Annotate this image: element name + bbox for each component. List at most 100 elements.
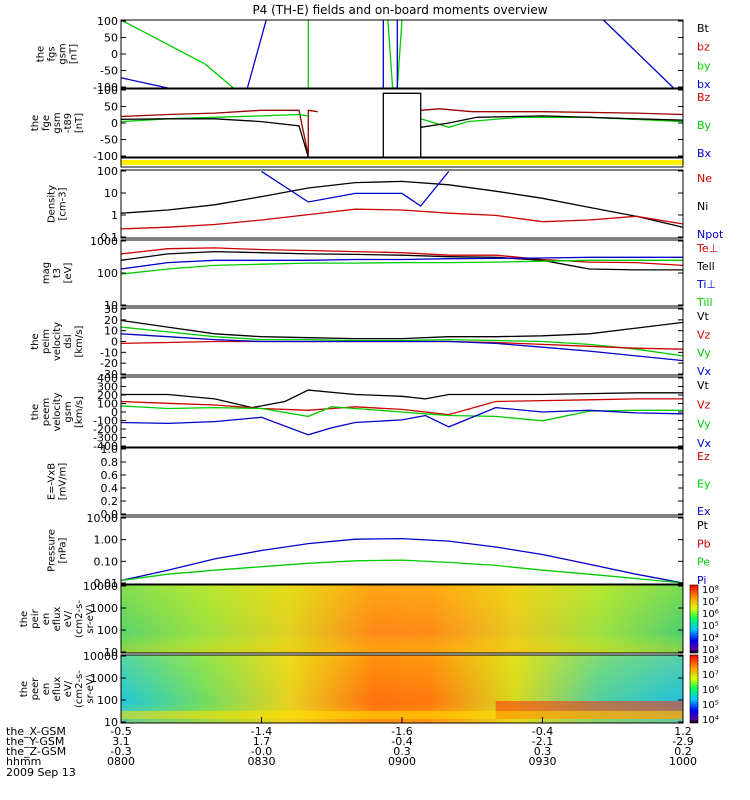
series-Till [120, 259, 683, 275]
y-axis-label: gsm [63, 401, 74, 422]
y-axis-label: t3 [52, 268, 63, 278]
y-tick-label: 400 [97, 372, 118, 385]
y-axis-label: E=-VxB [47, 463, 58, 500]
y-tick-label: 10000 [83, 650, 118, 663]
x-tick-label: 0.3 [534, 745, 552, 758]
panel-4: 100 10 1 0.1 Density [cm-3] Ne Ni Npot [47, 165, 724, 244]
y-axis-label: velocity [52, 392, 63, 431]
legend-entry: Bx [697, 147, 712, 160]
y-tick-label: -50 [100, 134, 118, 147]
x-tick-label: -0.4 [391, 735, 412, 748]
series-Ti⊥ [120, 256, 683, 270]
y-tick-label: 0.8 [101, 456, 119, 469]
y-tick-label: 1.0 [101, 443, 119, 456]
series-bx [120, 77, 168, 89]
series-bx [602, 19, 675, 89]
panel-3 [120, 157, 684, 168]
y-tick-label: 100 [97, 15, 118, 28]
x-tick-label: 0930 [529, 755, 557, 768]
x-tick-label: 0830 [248, 755, 276, 768]
y-tick-label: 1000 [90, 672, 118, 685]
x-row-label: the_X-GSM [6, 725, 66, 738]
x-tick-label: 3.1 [112, 735, 130, 748]
legend-entry: Vx [697, 365, 712, 378]
y-axis-label: -t89 [63, 113, 74, 133]
legend-entry: Ex [697, 505, 711, 518]
y-tick-label: -400 [93, 440, 118, 453]
y-axis-label: Density [47, 185, 58, 223]
x-tick-label: 0.2 [674, 745, 692, 758]
x-tick-label: -0.3 [110, 745, 131, 758]
y-tick-label: 100 [97, 398, 118, 411]
y-tick-label: 100 [97, 165, 118, 178]
y-tick-label: 0.1 [101, 231, 119, 244]
y-tick-label: 10 [104, 299, 118, 312]
x-tick-label: 1.7 [253, 735, 271, 748]
series-Vy [120, 405, 683, 422]
series-Vx [120, 333, 684, 362]
y-axis-label: peir [30, 608, 41, 628]
colorbar-tick-label: 10⁴ [702, 633, 719, 644]
colorbar-tick-label: 10⁴ [702, 715, 719, 726]
y-tick-label: 0.01 [94, 577, 119, 590]
y-axis-label: en [41, 683, 52, 696]
x-tick-label: 1.2 [674, 725, 692, 738]
y-tick-label: 10.00 [87, 512, 119, 525]
date-label: 2009 Sep 13 [6, 766, 76, 779]
y-tick-label: 10 [104, 325, 118, 338]
colorbar-tick-label: 10³ [702, 645, 719, 656]
y-tick-label: 0.10 [94, 555, 119, 568]
y-axis-label: [eV] [63, 263, 74, 284]
y-tick-label: -200 [93, 423, 118, 436]
series-Vy [120, 326, 684, 357]
y-axis-label: the [19, 681, 30, 697]
panel-8: 1.00.80.60.40.20.0 E=-VxB [mV/m] Ez Ey Ex [47, 443, 711, 521]
y-tick-label: 50 [104, 101, 118, 114]
series-Vt [121, 389, 683, 409]
y-axis-label: gsm [58, 43, 69, 64]
series-Vx [120, 406, 684, 436]
y-axis-label: fge [41, 115, 52, 131]
y-axis-label: [nT] [69, 44, 80, 64]
panel-frame [120, 447, 684, 516]
series-Bz [420, 108, 684, 116]
y-tick-label: 10000 [83, 580, 118, 593]
legend-entry: Vy [697, 347, 711, 360]
y-axis-label: (cm2-s- [74, 600, 85, 638]
legend-entry: Bt [697, 22, 710, 35]
y-axis-label: gsm [52, 112, 63, 133]
panel-frame [120, 157, 684, 168]
x-tick-label: -1.6 [391, 725, 412, 738]
y-axis-label: eV/ [63, 680, 74, 697]
y-tick-label: -20 [100, 357, 118, 370]
series-bx [246, 19, 267, 89]
y-tick-label: 1000 [90, 602, 118, 615]
y-tick-label: -100 [93, 150, 118, 163]
y-tick-label: 0.2 [101, 495, 119, 508]
legend-entry: Vx [697, 437, 712, 450]
colorbar [689, 654, 699, 724]
x-tick-label: 0800 [107, 755, 135, 768]
legend-entry: bx [697, 78, 711, 91]
y-tick-label: -30 [100, 368, 118, 381]
y-tick-label: 20 [104, 314, 118, 327]
colorbar-tick-label: 10⁵ [702, 700, 719, 711]
x-tick-label: -2.9 [672, 735, 693, 748]
y-axis-label: [cm-3] [58, 187, 69, 220]
series-Ne [120, 208, 684, 230]
series-Pe [120, 559, 684, 584]
y-tick-label: 100 [97, 267, 118, 280]
colorbar-tick-label: 10⁷ [702, 597, 719, 608]
legend-entry: Vt [697, 310, 710, 323]
legend-entry: Ti⊥ [696, 278, 716, 291]
y-axis-label: mag [41, 262, 52, 284]
series-Bz [120, 109, 318, 156]
chart-title: P4 (TH-E) fields and on-board moments ov… [252, 3, 547, 17]
colorbar-tick-label: 10⁸ [702, 585, 719, 596]
x-row-label: hhmm [6, 755, 41, 768]
series-Bx [382, 92, 422, 157]
